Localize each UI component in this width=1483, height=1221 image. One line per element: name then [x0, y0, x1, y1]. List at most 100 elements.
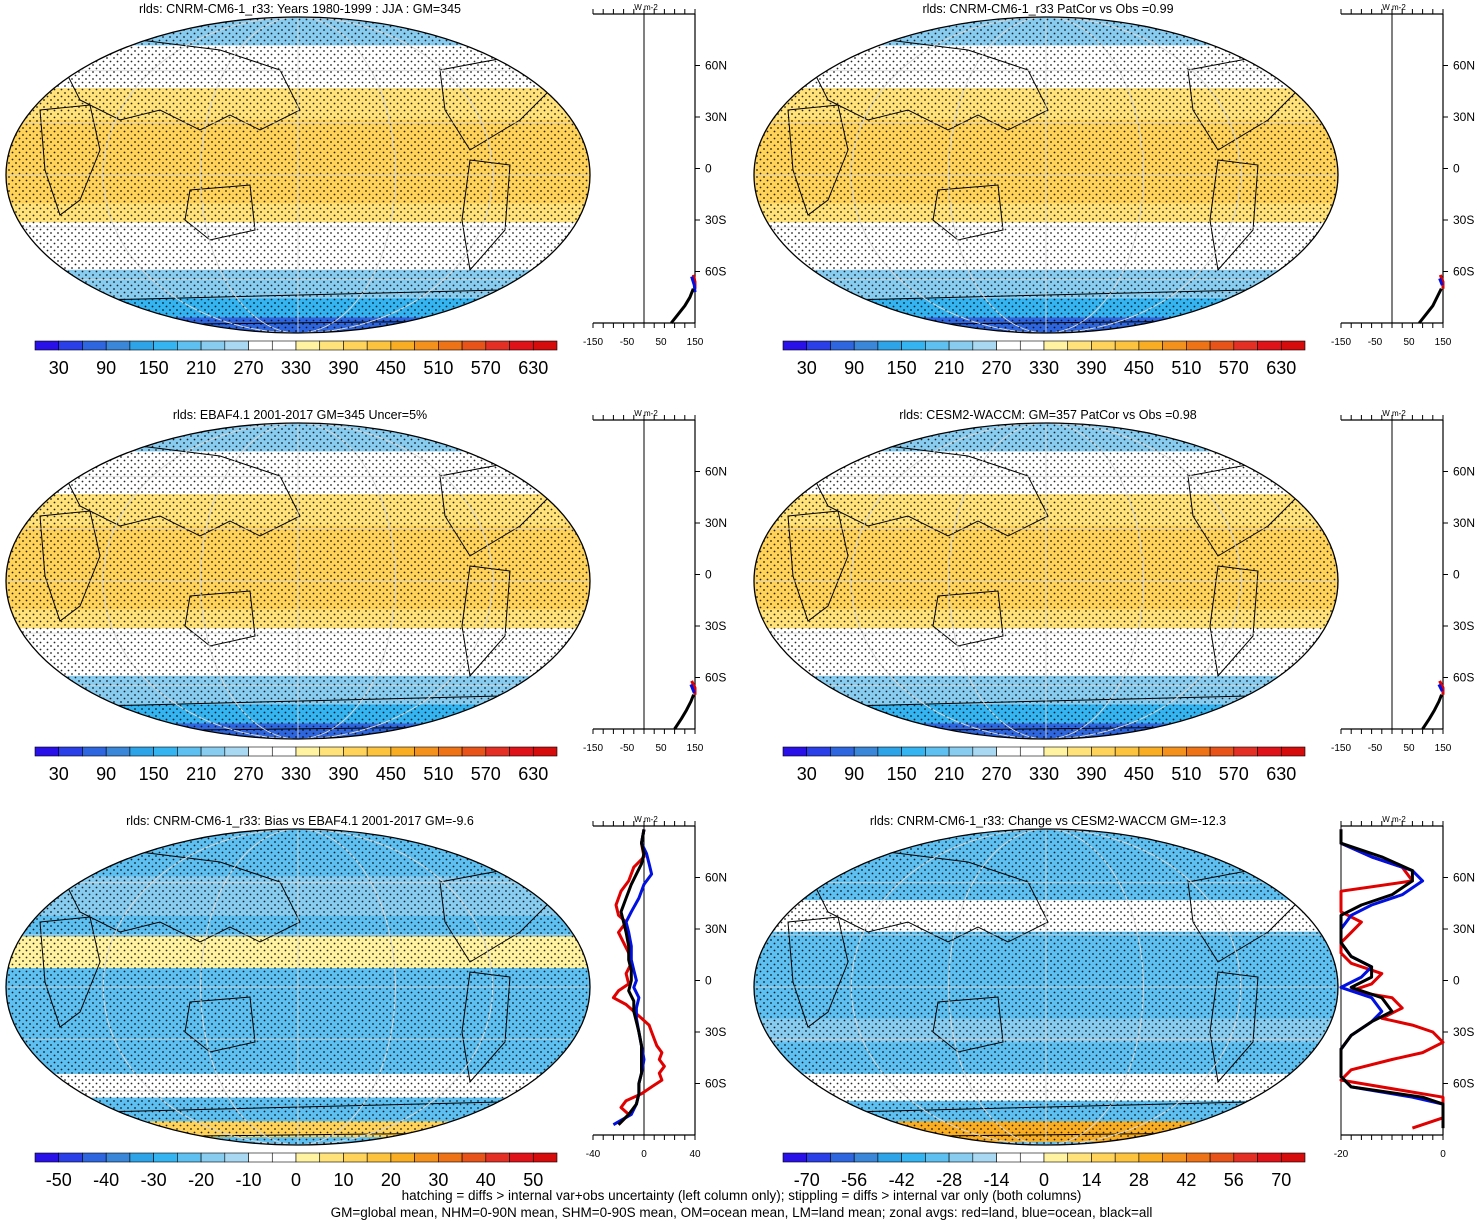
zonal-y-tick-label: 30S: [1453, 1025, 1474, 1039]
colorbar-swatch: [806, 746, 831, 757]
colorbar-swatch: [1091, 1152, 1116, 1163]
colorbar-swatch: [34, 340, 60, 351]
zonal-y-tick-label: 0: [1453, 568, 1460, 582]
panel-graphic: -50 -40 -30 -20 -10 0 10 20 30 40 50 -40 0 40 60N 30N 0 3…: [5, 815, 727, 1190]
panel-title: rlds: CNRM-CM6-1_r33 PatCor vs Obs =0.99: [922, 2, 1174, 16]
colorbar-swatch: [830, 746, 855, 757]
colorbar-tick-label: 450: [1124, 764, 1154, 784]
zonal-x-tick-label: -150: [1331, 743, 1351, 754]
colorbar-tick-label: 0: [291, 1170, 301, 1190]
colorbar-swatch: [532, 1152, 558, 1163]
zonal-y-tick-label: 30N: [1453, 922, 1475, 936]
zonal-x-tick-label: -50: [1368, 743, 1383, 754]
zonal-series-line: [1339, 829, 1445, 1129]
zonal-series-line: [1418, 288, 1443, 324]
colorbar-tick-label: 150: [139, 764, 169, 784]
colorbar-swatch: [1280, 340, 1306, 351]
colorbar-tick-label: 28: [1129, 1170, 1149, 1190]
colorbar-swatch: [414, 746, 439, 757]
colorbar-swatch: [58, 1152, 83, 1163]
panel-title: rlds: CNRM-CM6-1_r33: Bias vs EBAF4.1 20…: [126, 814, 474, 828]
zonal-y-tick-label: 0: [705, 974, 712, 988]
colorbar-tick-label: 510: [1171, 358, 1201, 378]
colorbar-swatch: [853, 746, 879, 757]
colorbar-swatch: [34, 746, 60, 757]
footer-note-means: GM=global mean, NHM=0-90N mean, SHM=0-90…: [330, 1205, 1153, 1220]
colorbar-swatch: [1138, 746, 1163, 757]
colorbar-swatch: [224, 1152, 249, 1163]
zonal-x-tick-label: 50: [655, 743, 667, 754]
map-outline: [5, 828, 591, 1146]
colorbar-tick-label: 390: [1076, 358, 1106, 378]
zonal-series-line: [689, 683, 696, 694]
colorbar-tick-label: -10: [236, 1170, 262, 1190]
map-field: [6, 829, 590, 1145]
colorbar-swatch: [806, 340, 831, 351]
zonal-x-tick-label: 50: [1403, 743, 1415, 754]
zonal-x-tick-label: -20: [1334, 1149, 1349, 1160]
panel-title: rlds: EBAF4.1 2001-2017 GM=345 Uncer=5%: [172, 408, 428, 422]
colorbar-swatch: [153, 340, 178, 351]
zonal-y-tick-label: 0: [1453, 974, 1460, 988]
colorbar-swatch: [509, 1152, 534, 1163]
colorbar-swatch: [414, 1152, 439, 1163]
colorbar-swatch: [366, 746, 392, 757]
colorbar-swatch: [972, 340, 997, 351]
colorbar-swatch: [200, 340, 226, 351]
colorbar-swatch: [1091, 340, 1116, 351]
colorbar-swatch: [1186, 746, 1211, 757]
zonal-x-tick-label: -50: [620, 743, 635, 754]
panel-graphic: 30 90 150 210 270 330 390 450 510 570 630 -150 -50 50…: [753, 3, 1475, 378]
colorbar-tick-label: 510: [1171, 764, 1201, 784]
colorbar-tick-label: 330: [1029, 764, 1059, 784]
colorbar-swatch: [1233, 340, 1258, 351]
colorbar-swatch: [34, 1152, 60, 1163]
zonal-y-tick-label: 30N: [1453, 110, 1475, 124]
zonal-y-tick-label: 60N: [1453, 465, 1475, 479]
zonal-x-tick-label: -150: [1331, 337, 1351, 348]
map-outline: [753, 422, 1339, 740]
colorbar-tick-label: 70: [1271, 1170, 1291, 1190]
panel-3: rlds: EBAF4.1 2001-2017 GM=345 Uncer=5% …: [0, 406, 740, 806]
colorbar-swatch: [461, 746, 487, 757]
zonal-y-tick-label: 30S: [705, 213, 726, 227]
colorbar-swatch: [485, 340, 510, 351]
colorbar-swatch: [224, 746, 249, 757]
colorbar-swatch: [1257, 340, 1282, 351]
zonal-x-tick-label: -50: [1368, 337, 1383, 348]
colorbar-swatch: [1114, 746, 1140, 757]
colorbar-tick-label: 90: [844, 764, 864, 784]
colorbar-swatch: [1019, 746, 1045, 757]
colorbar-swatch: [295, 746, 321, 757]
zonal-y-tick-label: 60S: [705, 1077, 726, 1091]
zonal-units-label: W m-2: [1382, 409, 1406, 418]
colorbar-tick-label: 30: [797, 764, 817, 784]
colorbar-swatch: [972, 746, 997, 757]
colorbar-swatch: [782, 1152, 808, 1163]
map-outline: [753, 16, 1339, 334]
colorbar-swatch: [782, 746, 808, 757]
map-field: [754, 17, 1338, 333]
stippling: [6, 17, 590, 333]
colorbar-tick-label: 450: [1124, 358, 1154, 378]
colorbar-swatch: [1114, 1152, 1140, 1163]
colorbar-swatch: [366, 1152, 392, 1163]
colorbar-swatch: [319, 340, 344, 351]
colorbar-swatch: [129, 746, 154, 757]
zonal-x-tick-label: -150: [583, 337, 603, 348]
zonal-y-tick-label: 30S: [1453, 213, 1474, 227]
zonal-y-tick-label: 60N: [705, 871, 727, 885]
colorbar-swatch: [532, 340, 558, 351]
panel-1: rlds: CNRM-CM6-1_r33: Years 1980-1999 : …: [0, 0, 740, 400]
colorbar-swatch: [877, 1152, 902, 1163]
colorbar-swatch: [248, 746, 273, 757]
colorbar-swatch: [1209, 746, 1235, 757]
colorbar-tick-label: 510: [423, 358, 453, 378]
panel-graphic: 30 90 150 210 270 330 390 450 510 570 630 -150 -50 50…: [5, 409, 727, 784]
zonal-x-tick-label: 150: [687, 743, 704, 754]
zonal-y-tick-label: 60S: [1453, 1077, 1474, 1091]
colorbar-swatch: [1233, 1152, 1258, 1163]
colorbar-swatch: [996, 340, 1021, 351]
panel-4: rlds: CESM2-WACCM: GM=357 PatCor vs Obs …: [748, 406, 1483, 806]
zonal-series-line: [1438, 274, 1445, 289]
